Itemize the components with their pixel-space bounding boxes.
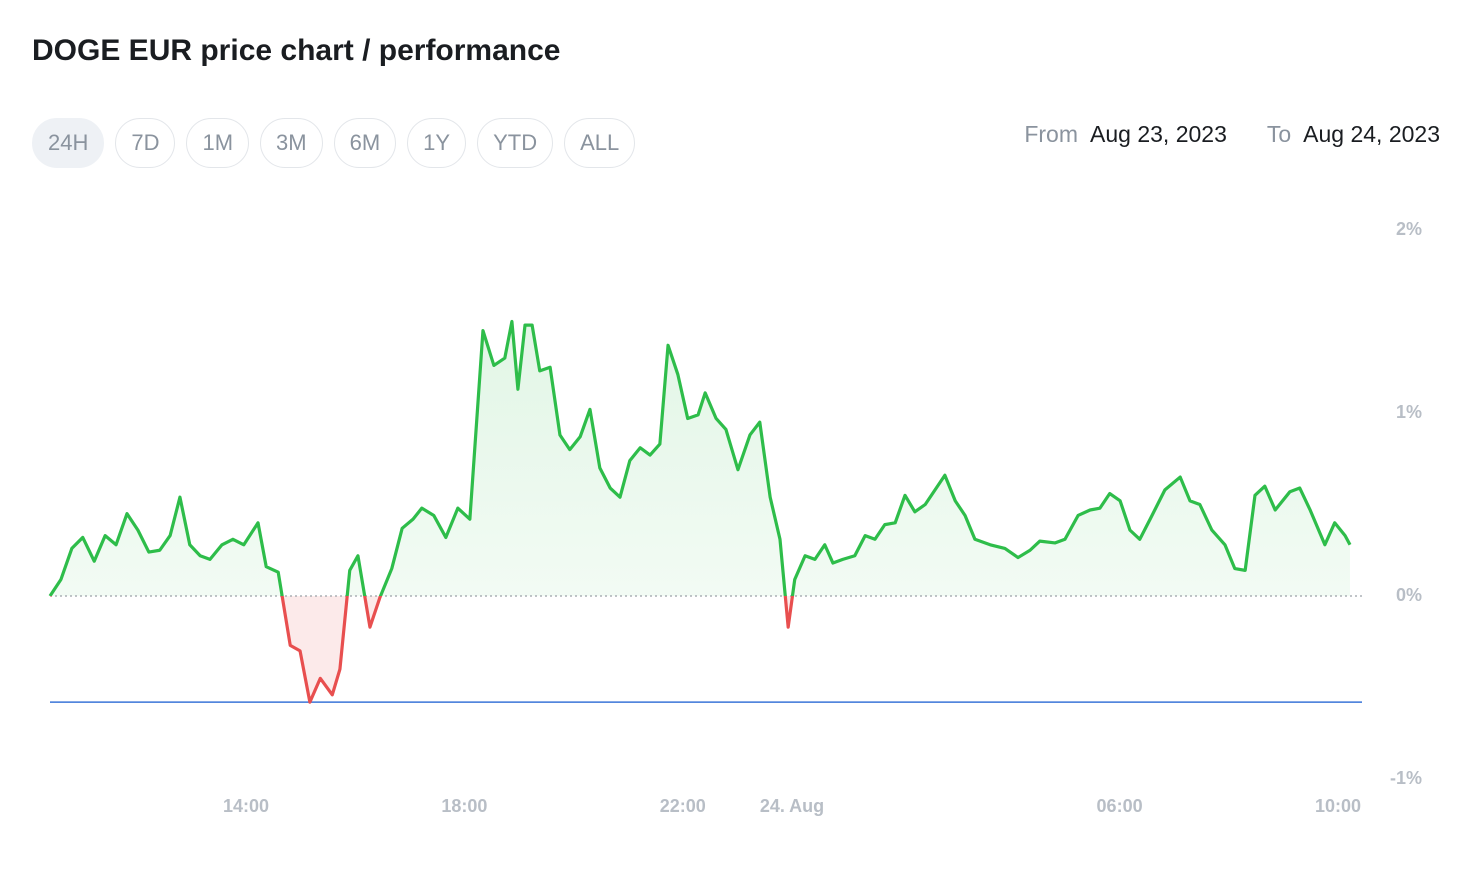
range-button[interactable]: YTD [477,118,554,168]
range-button[interactable]: 6M [333,118,397,168]
range-buttons: 24H 7D 1M 3M 6M 1Y YTD ALL [32,118,636,168]
x-tick-label: 14:00 [223,796,269,816]
from-label: From [1024,121,1079,147]
to-label: To [1266,121,1292,147]
y-tick-label: 0% [1396,585,1422,605]
area-positive [50,321,1350,596]
range-button[interactable]: 24H [32,118,105,168]
x-tick-label: 22:00 [660,796,706,816]
price-line [48,319,1352,596]
to-date[interactable]: Aug 24, 2023 [1303,121,1440,147]
y-tick-label: 2% [1396,219,1422,239]
area-negative [50,596,1350,703]
x-tick-label: 06:00 [1097,796,1143,816]
x-tick-label: 10:00 [1315,796,1361,816]
title: DOGE EUR price chart / performance [32,34,561,67]
range-button[interactable]: 1M [186,118,250,168]
range-button[interactable]: ALL [564,118,636,168]
from-date[interactable]: Aug 23, 2023 [1090,121,1227,147]
y-tick-label: 1% [1396,402,1422,422]
range-button[interactable]: 7D [115,118,176,168]
date-range: From Aug 23, 2023 To Aug 24, 2023 [1024,121,1440,148]
range-button[interactable]: 3M [260,118,323,168]
x-tick-label: 18:00 [441,796,487,816]
range-button[interactable]: 1Y [407,118,467,168]
y-tick-label: -1% [1390,768,1422,788]
x-tick-label: 24. Aug [760,796,824,816]
